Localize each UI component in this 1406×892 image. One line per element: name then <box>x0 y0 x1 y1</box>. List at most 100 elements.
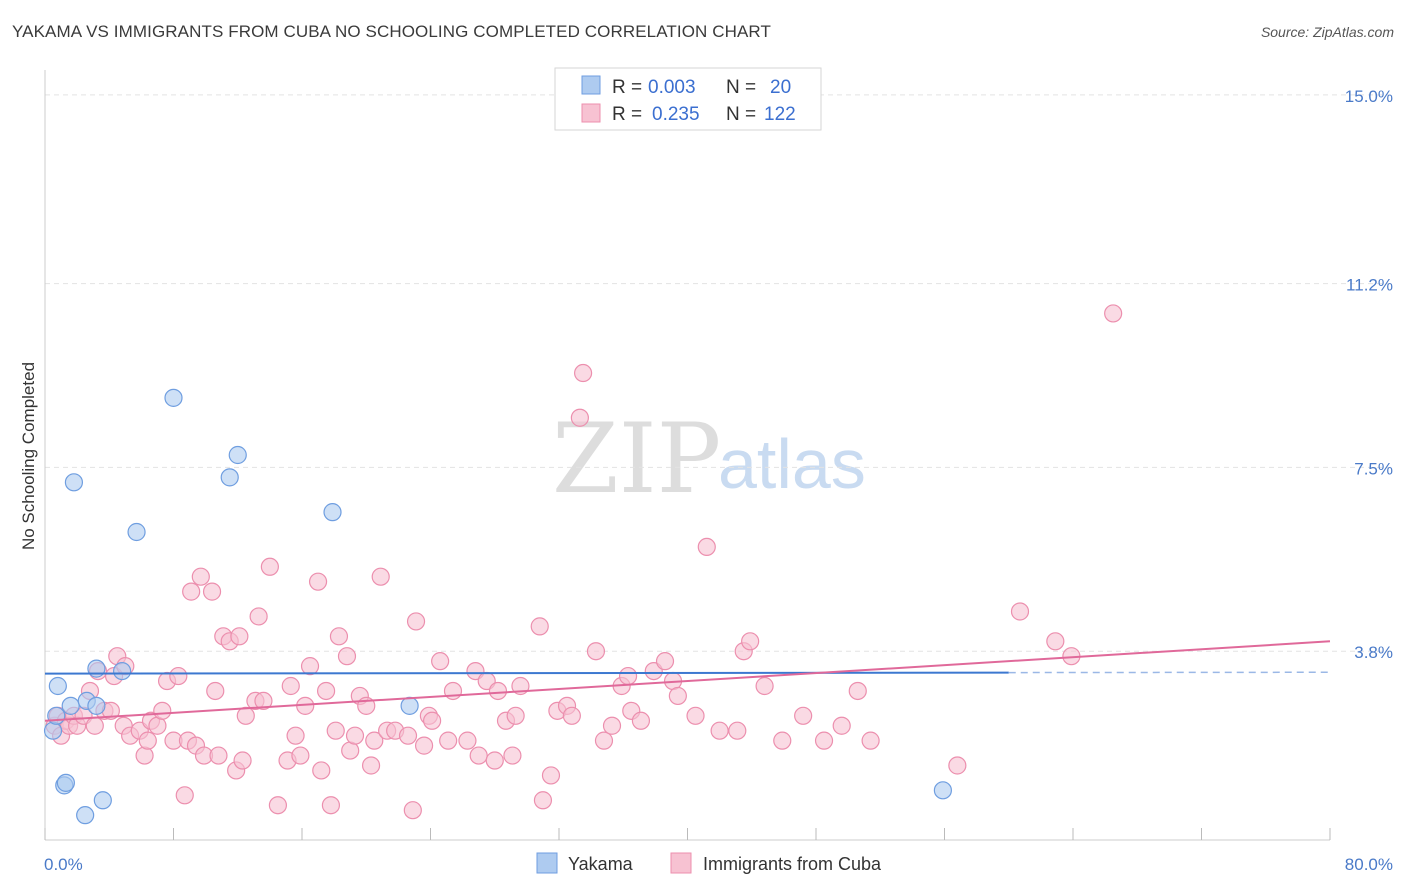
data-point-yakama <box>164 388 183 407</box>
trend-lines <box>44 640 1331 722</box>
data-point-cuba <box>236 706 255 725</box>
data-point-cuba <box>861 731 880 750</box>
data-point-yakama <box>76 806 95 825</box>
trend-line-yakama <box>44 671 1009 675</box>
data-point-cuba <box>153 701 172 720</box>
data-point-yakama <box>323 503 342 522</box>
legend-r-label-yakama: R = <box>612 77 642 98</box>
data-point-cuba <box>345 726 365 745</box>
x-tick-label: 0.0% <box>44 855 83 874</box>
data-point-cuba <box>209 746 228 765</box>
data-point-cuba <box>85 716 104 735</box>
series-yakama <box>43 388 952 825</box>
data-point-cuba <box>594 731 614 750</box>
data-point-yakama <box>48 676 67 696</box>
chart-title: YAKAMA VS IMMIGRANTS FROM CUBA NO SCHOOL… <box>12 22 771 41</box>
watermark-atlas: atlas <box>718 425 866 503</box>
legend-n-label-cuba: N = <box>726 104 756 125</box>
data-point-cuba <box>485 751 504 770</box>
data-point-cuba <box>814 731 834 750</box>
legend-swatch-cuba <box>581 103 601 123</box>
legend-r-value-yakama: 0.003 <box>648 77 696 98</box>
x-tick-labels: 0.0% 80.0% <box>44 855 1393 874</box>
data-point-cuba <box>414 736 434 755</box>
data-point-yakama <box>93 791 112 810</box>
data-point-cuba <box>686 706 705 725</box>
data-point-cuba <box>337 647 357 666</box>
data-point-cuba <box>848 681 867 701</box>
data-point-yakama <box>87 659 106 678</box>
series-immigrants-from-cuba <box>45 304 1123 820</box>
legend-r-label-cuba: R = <box>612 104 642 125</box>
data-point-cuba <box>794 706 813 725</box>
data-point-cuba <box>948 756 967 775</box>
data-point-cuba <box>570 408 589 427</box>
bottom-legend-label-yakama: Yakama <box>568 854 634 874</box>
data-point-cuba <box>439 731 458 750</box>
legend-n-value-cuba: 122 <box>764 104 796 125</box>
data-point-yakama <box>112 661 132 681</box>
series-legend: Yakama Immigrants from Cuba <box>536 852 882 874</box>
data-point-cuba <box>291 746 310 765</box>
data-point-cuba <box>398 726 418 745</box>
data-point-cuba <box>365 731 384 750</box>
y-tick-label: 3.8% <box>1354 643 1393 662</box>
data-point-yakama <box>228 445 247 465</box>
data-point-cuba <box>697 537 716 557</box>
data-point-yakama <box>56 773 75 792</box>
data-point-cuba <box>308 572 328 591</box>
data-point-cuba <box>371 567 390 586</box>
data-point-cuba <box>361 756 381 775</box>
data-point-yakama <box>61 696 80 715</box>
gridlines <box>45 94 1392 652</box>
data-point-yakama <box>47 706 66 725</box>
data-point-cuba <box>254 691 273 711</box>
data-point-cuba <box>655 652 675 671</box>
data-point-cuba <box>710 721 729 740</box>
data-point-cuba <box>321 796 341 815</box>
data-point-cuba <box>403 801 422 820</box>
x-tick-label: 80.0% <box>1345 855 1393 874</box>
y-axis-label: No Schooling Completed <box>19 362 38 550</box>
data-point-cuba <box>618 666 638 686</box>
bottom-legend-label-cuba: Immigrants from Cuba <box>703 854 882 874</box>
data-point-cuba <box>533 791 553 810</box>
data-point-cuba <box>260 557 279 576</box>
y-tick-labels: 3.8% 7.5% 11.2% 15.0% <box>1345 87 1393 662</box>
data-point-cuba <box>668 686 687 706</box>
data-point-yakama <box>64 473 84 492</box>
data-point-cuba <box>281 676 300 696</box>
trend-line-cuba <box>44 640 1331 722</box>
data-point-cuba <box>300 657 320 676</box>
data-point-cuba <box>458 731 477 750</box>
data-point-cuba <box>431 652 450 671</box>
data-point-cuba <box>631 711 651 730</box>
data-point-cuba <box>233 751 252 770</box>
data-point-cuba <box>832 716 851 735</box>
data-point-cuba <box>1046 632 1065 651</box>
axes <box>44 70 1331 841</box>
data-point-cuba <box>202 582 222 601</box>
legend-n-value-yakama: 20 <box>770 77 791 98</box>
data-point-cuba <box>138 731 157 750</box>
data-point-cuba <box>506 706 525 725</box>
data-point-cuba <box>586 642 606 661</box>
data-point-yakama <box>933 781 952 800</box>
data-point-cuba <box>602 716 622 735</box>
legend-n-label-yakama: N = <box>726 77 756 98</box>
data-point-cuba <box>562 706 581 725</box>
data-point-cuba <box>249 607 268 626</box>
data-point-cuba <box>191 567 210 586</box>
data-point-cuba <box>541 766 561 785</box>
data-point-cuba <box>206 681 225 701</box>
data-point-yakama <box>400 696 419 715</box>
data-point-cuba <box>741 632 760 651</box>
data-point-cuba <box>316 681 336 701</box>
data-point-cuba <box>728 721 747 740</box>
data-point-cuba <box>573 363 593 383</box>
data-point-cuba <box>1104 304 1123 323</box>
y-tick-label: 7.5% <box>1354 459 1393 478</box>
y-tick-label: 15.0% <box>1345 87 1393 106</box>
data-point-cuba <box>443 681 463 701</box>
